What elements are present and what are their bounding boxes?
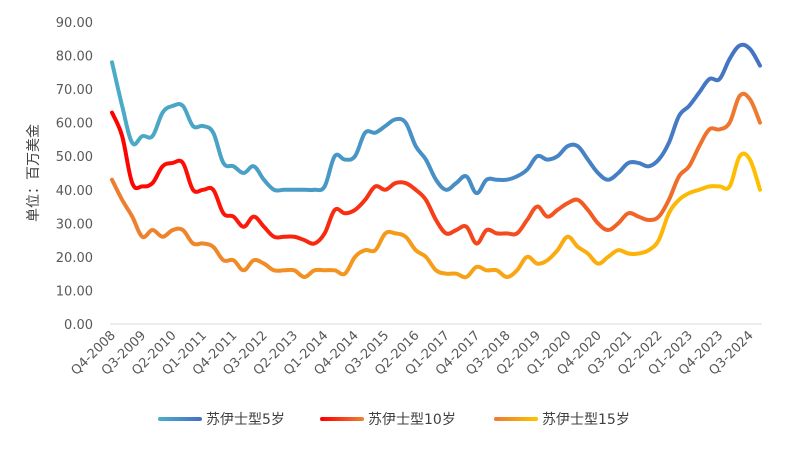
- legend-label-2: 苏伊士型15岁: [542, 412, 630, 428]
- series-line-1: [110, 91, 762, 246]
- y-tick-label: 40.00: [56, 184, 93, 199]
- series-line-2: [110, 151, 762, 280]
- series-line-0: [110, 42, 762, 196]
- y-axis-label: 单位：百万美金: [26, 124, 42, 222]
- x-axis-ticks: Q4-2008Q3-2009Q2-2010Q1-2011Q4-2011Q3-20…: [68, 328, 756, 378]
- legend-label-1: 苏伊士型10岁: [368, 412, 456, 428]
- y-tick-label: 0.00: [64, 318, 93, 333]
- y-tick-label: 30.00: [56, 217, 93, 232]
- y-axis-ticks: 0.00 10.00 20.00 30.00 40.00 50.00 60.00 70.00 8…: [56, 16, 93, 333]
- legend: 苏伊士型5岁 苏伊士型10岁 苏伊士型15岁: [158, 412, 630, 428]
- y-tick-label: 60.00: [56, 117, 93, 132]
- y-tick-label: 50.00: [56, 150, 93, 165]
- y-tick-label: 10.00: [56, 284, 93, 299]
- y-tick-label: 20.00: [56, 251, 93, 266]
- y-tick-label: 90.00: [56, 16, 93, 31]
- y-tick-label: 70.00: [56, 83, 93, 98]
- y-tick-label: 80.00: [56, 50, 93, 65]
- series-layer: [110, 42, 762, 280]
- legend-label-0: 苏伊士型5岁: [206, 412, 285, 428]
